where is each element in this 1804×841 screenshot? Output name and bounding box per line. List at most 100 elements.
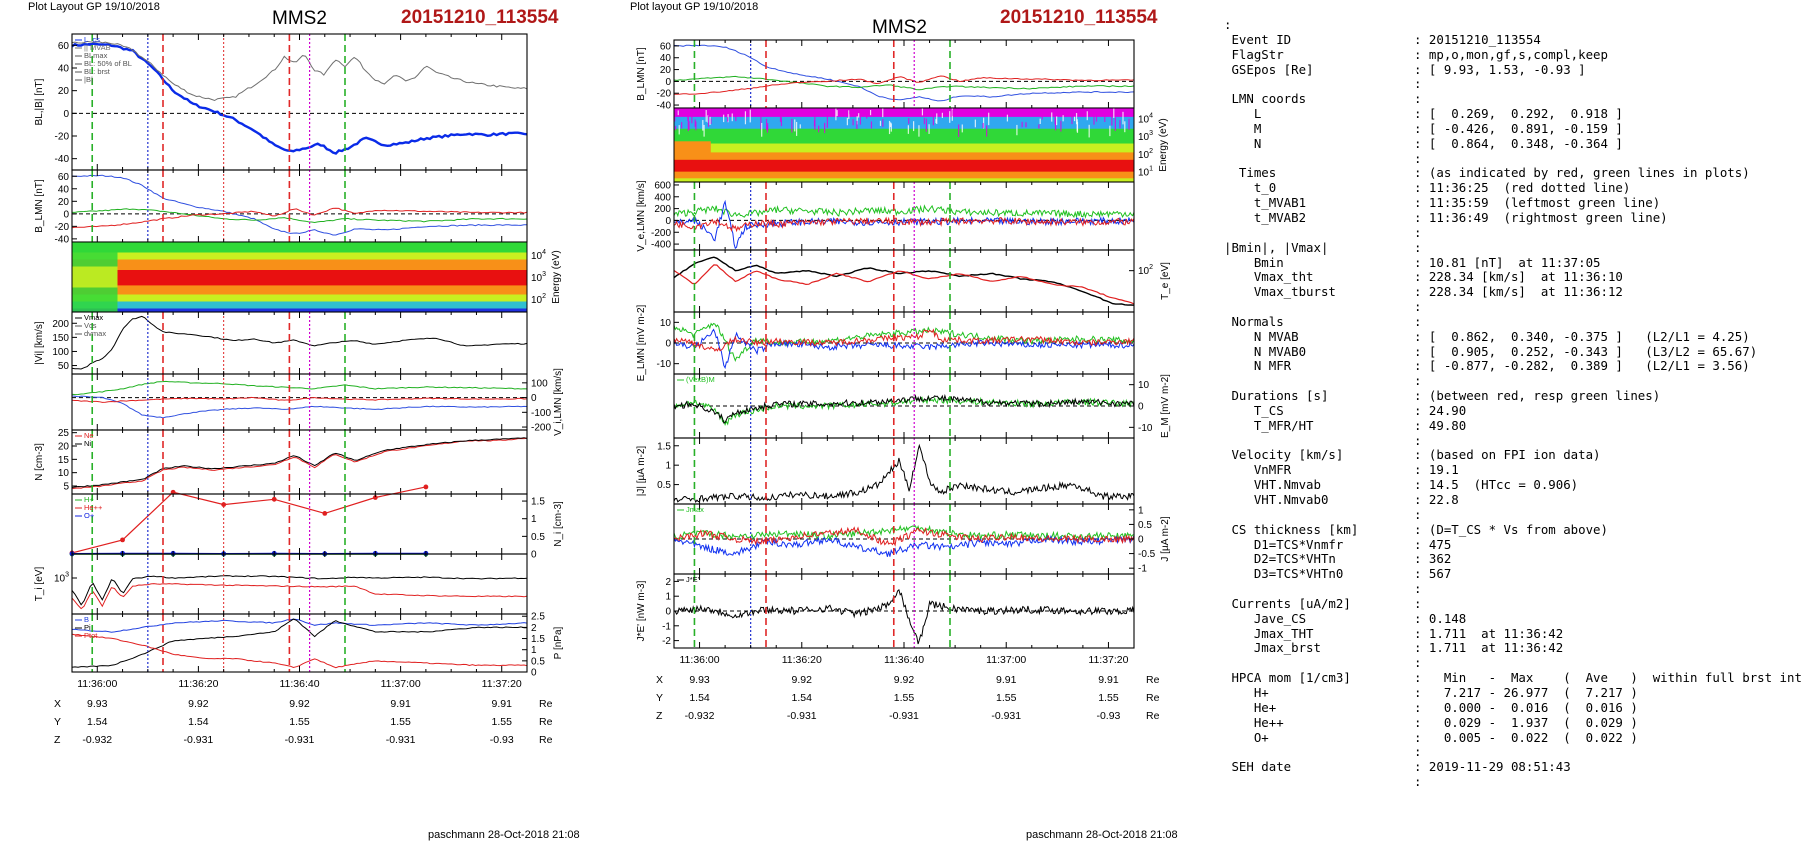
summary-value: : [ -0.426, 0.891, -0.159 ] — [1414, 121, 1623, 136]
series--j- — [673, 443, 1135, 504]
summary-value: : (between red, resp green lines) — [1414, 389, 1661, 404]
spectrogram-streak — [749, 109, 751, 123]
y-tick-label: 10 — [660, 318, 672, 329]
y-tick-label: -100 — [531, 408, 551, 419]
y-tick-label: 0 — [531, 550, 537, 561]
legend-label: || MVAB — [84, 43, 111, 52]
summary-key: Jmax_THT — [1224, 626, 1314, 641]
summary-value: : — [1414, 656, 1422, 671]
summary-value: : 49.80 — [1414, 418, 1467, 433]
spectrogram-streak — [988, 112, 990, 126]
series-vn — [71, 396, 528, 403]
y-tick-label: 10 — [1138, 380, 1150, 391]
y-axis-label: P [nPa] — [553, 626, 564, 659]
series--vexb-m — [674, 394, 1135, 427]
series-ti-perp — [71, 583, 528, 610]
spectrogram-streak — [961, 124, 963, 133]
y-tick-label: -40 — [55, 154, 70, 165]
spectrogram-streak — [859, 113, 862, 125]
summary-value: : — [1414, 596, 1422, 611]
coord-unit: Re — [1146, 710, 1160, 722]
spectrogram-streak — [687, 112, 689, 120]
summary-row: L: [ 0.269, 0.292, 0.918 ] — [1224, 107, 1802, 122]
spectrogram-streak — [935, 119, 937, 124]
summary-key: L — [1224, 107, 1262, 122]
y-tick-label: 20 — [58, 197, 70, 208]
y-tick-label: -40 — [55, 234, 70, 245]
spectrogram-streak — [760, 116, 762, 130]
summary-row: He++: 0.029 - 1.937 ( 0.029 ) — [1224, 716, 1802, 731]
summary-row: He+: 0.000 - 0.016 ( 0.016 ) — [1224, 701, 1802, 716]
y-axis-label: T_i [eV] — [34, 567, 45, 602]
spectrogram-streak — [1051, 112, 1053, 122]
coord-value: 9.93 — [87, 698, 108, 710]
y-tick-label: 20 — [58, 86, 70, 97]
series-bm — [72, 208, 528, 224]
summary-value: : — [1414, 240, 1422, 255]
series-pi — [71, 618, 528, 668]
y-tick-label: 104 — [531, 249, 546, 262]
spectrogram-streak — [1113, 108, 1115, 118]
spectrogram-streak — [695, 121, 697, 131]
spectrogram-streak — [707, 115, 709, 123]
y-tick-label: 102 — [1138, 148, 1153, 161]
spectrogram-streak — [1122, 111, 1124, 125]
coord-value: -0.93 — [490, 734, 514, 746]
y-axis-label: J*E' [nW m-3] — [636, 580, 647, 641]
spectrogram-streak — [852, 119, 854, 126]
series-j-e- — [673, 589, 1135, 645]
y-tick-label: 0 — [531, 393, 537, 404]
panel-e: -10 0 10 E_LMN [mV m-2] — [636, 304, 1135, 381]
spectrogram-streak — [1060, 120, 1062, 132]
spectrogram-streak — [1109, 125, 1111, 137]
y-tick-label: 10 — [58, 468, 70, 479]
panel-hpca: 0 0.5 1 1.5 N_i [cm-3] H+He++O+ — [69, 484, 564, 561]
summary-value: : — [1414, 745, 1422, 760]
summary-key: Vmax_tht — [1224, 270, 1314, 285]
coord-value: -0.931 — [183, 734, 213, 746]
time-tick-label: 11:37:20 — [1088, 654, 1128, 666]
summary-row: HPCA mom [1/cm3]: Min - Max ( Ave ) with… — [1224, 671, 1802, 686]
summary-value: : 567 — [1414, 567, 1452, 582]
y-axis-label: J [µA m-2] — [1160, 516, 1171, 561]
summary-value: : (as indicated by red, green lines in p… — [1414, 166, 1750, 181]
series-vel — [673, 204, 1135, 219]
time-tick-label: 11:36:40 — [279, 678, 319, 690]
summary-key: N — [1224, 136, 1262, 151]
coord-value: 1.55 — [289, 716, 310, 728]
middle-layout-label: Plot layout GP 19/10/2018 — [630, 1, 759, 13]
summary-row: t_MVAB2: 11:36:49 (rightmost green line) — [1224, 211, 1802, 226]
legend-label: BL: brst — [84, 67, 111, 76]
summary-row: Normals: — [1224, 315, 1802, 330]
panel-frame — [673, 503, 1135, 575]
summary-key: Durations [s] — [1224, 389, 1329, 404]
series-bl — [71, 42, 528, 155]
spectrogram-streak — [1124, 121, 1126, 133]
series-bm — [673, 75, 1135, 91]
legend-label: Vmax — [84, 313, 103, 322]
spectrogram-streak — [765, 118, 768, 130]
y-axis-label: B_LMN [nT] — [34, 179, 45, 233]
spectrogram-band — [674, 152, 1134, 161]
y-tick-label: -200 — [531, 423, 551, 434]
summary-key: VHT.Nmvab — [1224, 478, 1321, 493]
panel-frame — [673, 311, 1135, 375]
spectrogram-band — [674, 116, 1134, 130]
middle-footer: paschmann 28-Oct-2018 21:08 — [1026, 829, 1178, 841]
summary-key: VHT.Nmvab0 — [1224, 493, 1329, 507]
coord-name: X — [54, 698, 61, 710]
spectrogram-streak — [691, 113, 693, 124]
spectrogram-streak — [710, 118, 712, 124]
spectrogram-band — [674, 171, 1134, 179]
spectrogram-streak — [1041, 111, 1043, 120]
summary-value: : 11:36:25 (red dotted line) — [1414, 181, 1631, 196]
summary-row: Currents [uA/m2]: — [1224, 597, 1802, 612]
summary-key: D2=TCS*VHTn — [1224, 552, 1336, 567]
series-te-perp — [673, 264, 1135, 305]
y-tick-label: 20 — [58, 442, 70, 453]
middle-event-id: 20151210_113554 — [1000, 7, 1158, 28]
panel-frame — [673, 373, 1135, 439]
left-spacecraft-title: MMS2 — [272, 8, 327, 29]
spectrogram-band — [674, 143, 1134, 153]
